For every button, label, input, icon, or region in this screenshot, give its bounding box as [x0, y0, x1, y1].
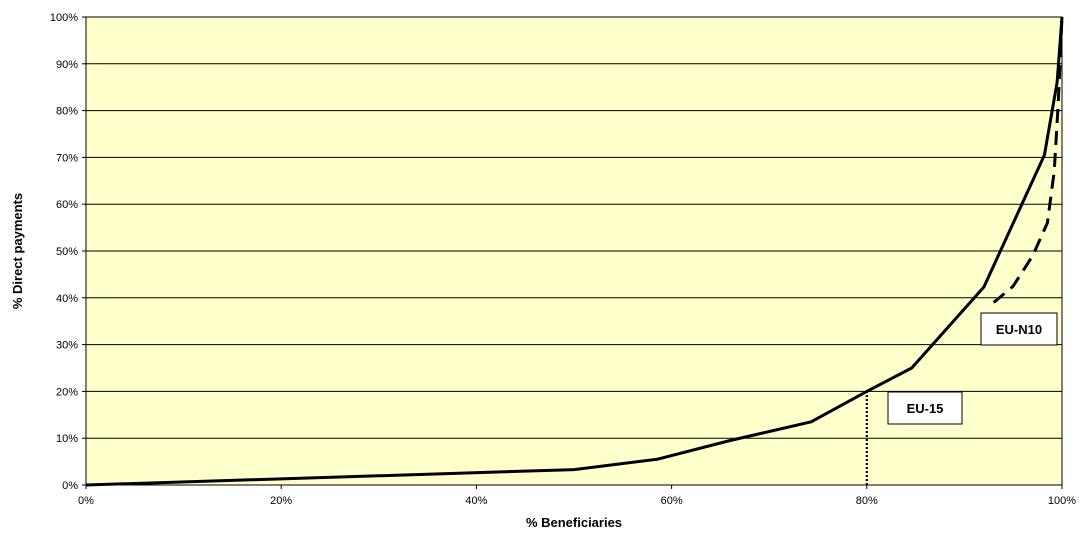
y-axis-ticks: 0% 10% 20% 30% 40% 50% 60% 70% 80% 90% 100%: [50, 12, 86, 492]
x-axis-title: % Beneficiaries: [526, 515, 622, 530]
y-tick-label: 50%: [56, 246, 78, 258]
annotation-box: [887, 391, 963, 425]
x-axis-ticks: 0% 20% 40% 60% 80% 100%: [78, 485, 1076, 507]
y-tick-label: 30%: [56, 340, 78, 352]
y-axis-title: % Direct payments: [10, 193, 25, 309]
series-group: [85, 16, 1064, 487]
annotation-eu-15: EU-15: [887, 391, 963, 425]
annotation-eu-n10: EU-N10: [980, 312, 1058, 346]
y-tick-label: 0%: [62, 480, 78, 492]
x-tick-label: 0%: [78, 495, 94, 507]
x-tick-label: 60%: [661, 495, 683, 507]
x-tick-label: 40%: [465, 495, 487, 507]
gridlines: [86, 63, 1062, 439]
y-tick-label: 20%: [56, 386, 78, 398]
annotation-label: EU-N10: [996, 322, 1042, 337]
y-tick-label: 100%: [50, 12, 78, 24]
y-tick-label: 60%: [56, 199, 78, 211]
y-tick-label: 80%: [56, 106, 78, 118]
x-tick-label: 80%: [856, 495, 878, 507]
series-line-eu-15: [85, 16, 1064, 487]
x-tick-label: 100%: [1048, 495, 1076, 507]
annotations: EU-15 EU-N10: [887, 312, 1058, 425]
y-tick-label: 10%: [56, 433, 78, 445]
x-tick-label: 20%: [270, 495, 292, 507]
y-tick-label: 90%: [56, 59, 78, 71]
y-tick-label: 40%: [56, 293, 78, 305]
y-tick-label: 70%: [56, 152, 78, 164]
series-line-eu-n10: [992, 16, 1064, 304]
annotation-label: EU-15: [907, 401, 944, 416]
annotation-box: [980, 312, 1058, 346]
